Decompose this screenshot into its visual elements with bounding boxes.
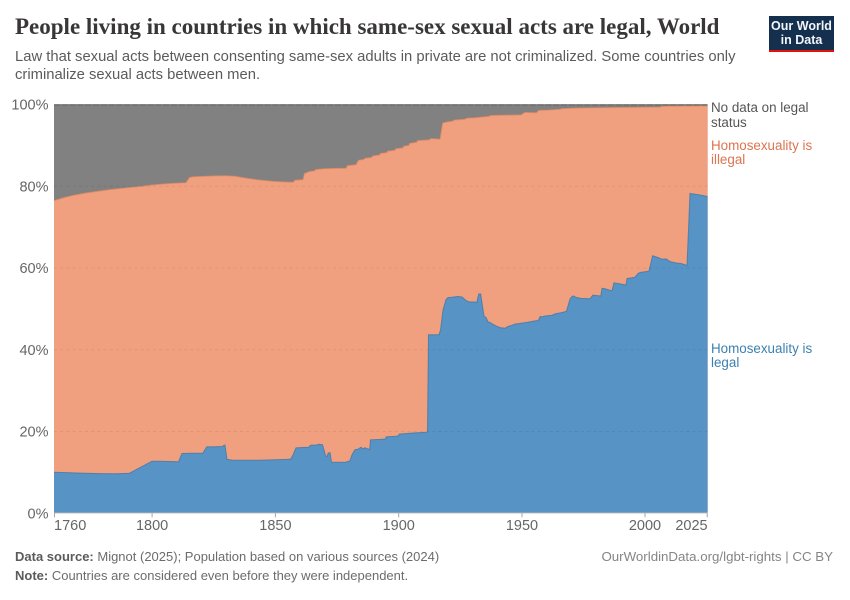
svg-text:100%: 100%: [11, 98, 48, 114]
svg-text:60%: 60%: [19, 261, 48, 277]
svg-text:1950: 1950: [506, 518, 538, 534]
svg-text:80%: 80%: [19, 179, 48, 195]
svg-text:1800: 1800: [136, 518, 168, 534]
svg-text:2025: 2025: [675, 518, 707, 534]
svg-text:20%: 20%: [19, 425, 48, 441]
svg-text:1850: 1850: [259, 518, 291, 534]
svg-text:40%: 40%: [19, 343, 48, 359]
svg-text:0%: 0%: [28, 506, 49, 522]
svg-text:1900: 1900: [383, 518, 415, 534]
svg-text:1760: 1760: [54, 518, 86, 534]
svg-text:2000: 2000: [629, 518, 661, 534]
